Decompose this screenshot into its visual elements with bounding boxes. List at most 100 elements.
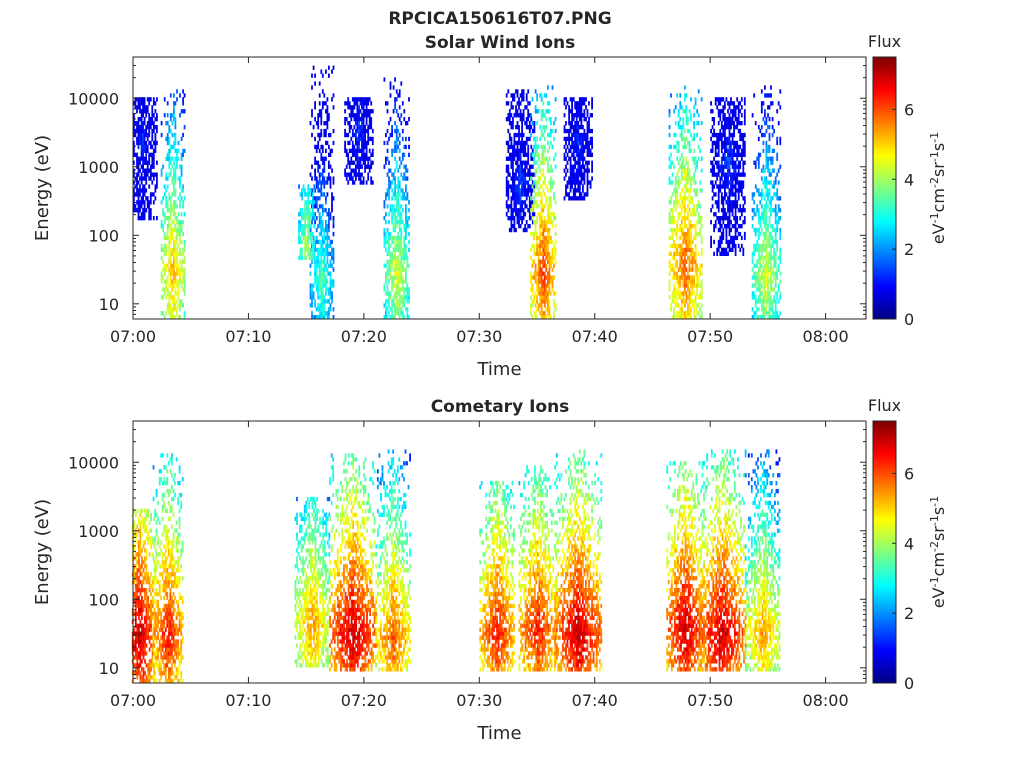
- heatmap-cell: [770, 307, 772, 311]
- heatmap-cell: [153, 173, 155, 177]
- heatmap-cell: [695, 244, 697, 248]
- heatmap-cell: [568, 105, 570, 109]
- heatmap-cell: [527, 89, 529, 93]
- heatmap-cell: [686, 157, 688, 161]
- heatmap-cell: [555, 129, 557, 133]
- heatmap-cell: [361, 153, 363, 157]
- heatmap-cell: [331, 97, 333, 101]
- heatmap-cell: [179, 275, 181, 279]
- heatmap-cell: [399, 295, 401, 299]
- heatmap-cell: [135, 153, 137, 157]
- heatmap-cell: [167, 153, 169, 157]
- heatmap-cell: [323, 268, 325, 272]
- heatmap-cell: [367, 133, 369, 137]
- heatmap-cell: [545, 184, 547, 188]
- heatmap-cell: [545, 117, 547, 121]
- heatmap-cell: [670, 307, 672, 311]
- heatmap-cell: [313, 240, 315, 244]
- heatmap-cell: [701, 295, 703, 299]
- heatmap-cell: [535, 264, 537, 268]
- heatmap-cell: [170, 169, 172, 173]
- heatmap-cell: [314, 157, 316, 161]
- heatmap-cell: [304, 220, 306, 224]
- heatmap-cell: [555, 232, 557, 236]
- heatmap-cell: [509, 121, 511, 125]
- heatmap-cell: [541, 173, 543, 177]
- heatmap-cell: [767, 272, 769, 276]
- heatmap-cell: [402, 264, 404, 268]
- heatmap-cell: [168, 141, 170, 145]
- heatmap-cell: [184, 260, 186, 264]
- heatmap-cell: [681, 133, 683, 137]
- heatmap-cell: [588, 153, 590, 157]
- heatmap-cell: [148, 153, 150, 157]
- heatmap-cell: [527, 188, 529, 192]
- heatmap-cell: [317, 145, 319, 149]
- heatmap-cell: [756, 228, 758, 232]
- heatmap-cell: [766, 216, 768, 220]
- heatmap-cell: [524, 200, 526, 204]
- heatmap-cell: [701, 216, 703, 220]
- heatmap-cell: [577, 121, 579, 125]
- heatmap-cell: [719, 228, 721, 232]
- heatmap-cell: [179, 248, 181, 252]
- heatmap-cell: [317, 125, 319, 129]
- heatmap-cell: [730, 173, 732, 177]
- heatmap-cell: [673, 311, 675, 315]
- heatmap-cell: [366, 109, 368, 113]
- heatmap-cell: [678, 141, 680, 145]
- heatmap-cell: [316, 236, 318, 240]
- heatmap-cell: [310, 173, 312, 177]
- heatmap-cell: [400, 81, 402, 85]
- heatmap-cell: [718, 101, 720, 105]
- heatmap-cell: [553, 291, 555, 295]
- heatmap-cell: [682, 121, 684, 125]
- heatmap-cell: [518, 192, 520, 196]
- heatmap-cell: [730, 121, 732, 125]
- heatmap-cell: [698, 252, 700, 256]
- heatmap-cell: [773, 260, 775, 264]
- heatmap-cell: [164, 272, 166, 276]
- heatmap-cell: [722, 228, 724, 232]
- heatmap-cell: [672, 173, 674, 177]
- heatmap-cell: [752, 192, 754, 196]
- heatmap-cell: [676, 93, 678, 97]
- heatmap-cell: [585, 97, 587, 101]
- heatmap-cell: [309, 220, 311, 224]
- heatmap-cell: [588, 161, 590, 165]
- heatmap-cell: [153, 97, 155, 101]
- heatmap-cell: [550, 133, 552, 137]
- heatmap-cell: [390, 204, 392, 208]
- heatmap-cell: [722, 169, 724, 173]
- heatmap-cell: [167, 204, 169, 208]
- heatmap-cell: [679, 93, 681, 97]
- heatmap-cell: [536, 153, 538, 157]
- heatmap-cell: [549, 311, 551, 315]
- heatmap-cell: [520, 157, 522, 161]
- heatmap-cell: [555, 216, 557, 220]
- heatmap-cell: [766, 157, 768, 161]
- heatmap-cell: [682, 299, 684, 303]
- heatmap-cell: [550, 169, 552, 173]
- heatmap-cell: [687, 279, 689, 283]
- heatmap-cell: [394, 196, 396, 200]
- heatmap-cell: [393, 173, 395, 177]
- heatmap-cell: [713, 141, 715, 145]
- heatmap-cell: [692, 137, 694, 141]
- heatmap-cell: [710, 101, 712, 105]
- heatmap-cell: [314, 74, 316, 78]
- heatmap-cell: [387, 157, 389, 161]
- heatmap-cell: [763, 165, 765, 169]
- heatmap-cell: [176, 248, 178, 252]
- heatmap-cell: [549, 268, 551, 272]
- heatmap-cell: [698, 212, 700, 216]
- heatmap-cell: [144, 200, 146, 204]
- heatmap-cell: [518, 101, 520, 105]
- heatmap-cell: [405, 212, 407, 216]
- heatmap-cell: [350, 137, 352, 141]
- heatmap-cell: [571, 133, 573, 137]
- heatmap-cell: [350, 157, 352, 161]
- heatmap-cell: [360, 176, 362, 180]
- heatmap-cell: [587, 137, 589, 141]
- heatmap-cell: [330, 180, 332, 184]
